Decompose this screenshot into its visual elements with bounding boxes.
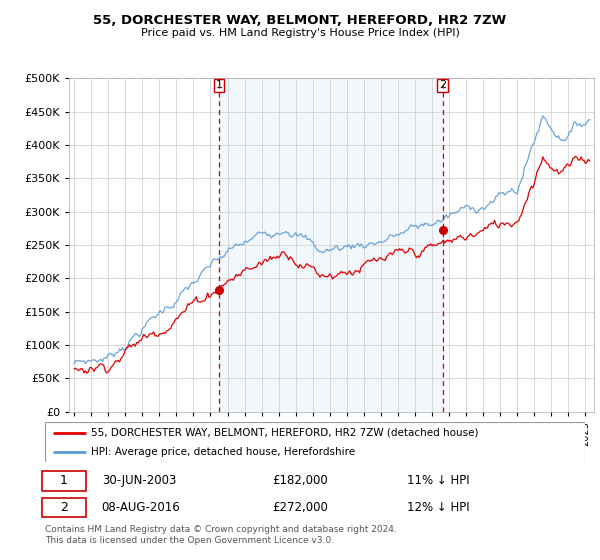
Text: 1: 1 xyxy=(60,474,68,487)
Text: 30-JUN-2003: 30-JUN-2003 xyxy=(101,474,176,487)
Text: 2: 2 xyxy=(60,501,68,514)
Text: 1: 1 xyxy=(215,81,223,90)
FancyBboxPatch shape xyxy=(42,471,86,491)
Text: Contains HM Land Registry data © Crown copyright and database right 2024.
This d: Contains HM Land Registry data © Crown c… xyxy=(45,525,397,545)
Text: £182,000: £182,000 xyxy=(272,474,328,487)
Text: Price paid vs. HM Land Registry's House Price Index (HPI): Price paid vs. HM Land Registry's House … xyxy=(140,28,460,38)
Text: HPI: Average price, detached house, Herefordshire: HPI: Average price, detached house, Here… xyxy=(91,447,355,457)
Text: 12% ↓ HPI: 12% ↓ HPI xyxy=(407,501,469,514)
Bar xyxy=(219,78,443,412)
Text: 11% ↓ HPI: 11% ↓ HPI xyxy=(407,474,469,487)
Text: £272,000: £272,000 xyxy=(272,501,328,514)
Text: 55, DORCHESTER WAY, BELMONT, HEREFORD, HR2 7ZW (detached house): 55, DORCHESTER WAY, BELMONT, HEREFORD, H… xyxy=(91,428,478,438)
FancyBboxPatch shape xyxy=(42,498,86,517)
Text: 55, DORCHESTER WAY, BELMONT, HEREFORD, HR2 7ZW: 55, DORCHESTER WAY, BELMONT, HEREFORD, H… xyxy=(94,14,506,27)
Text: 2: 2 xyxy=(439,81,446,90)
Text: 08-AUG-2016: 08-AUG-2016 xyxy=(101,501,181,514)
